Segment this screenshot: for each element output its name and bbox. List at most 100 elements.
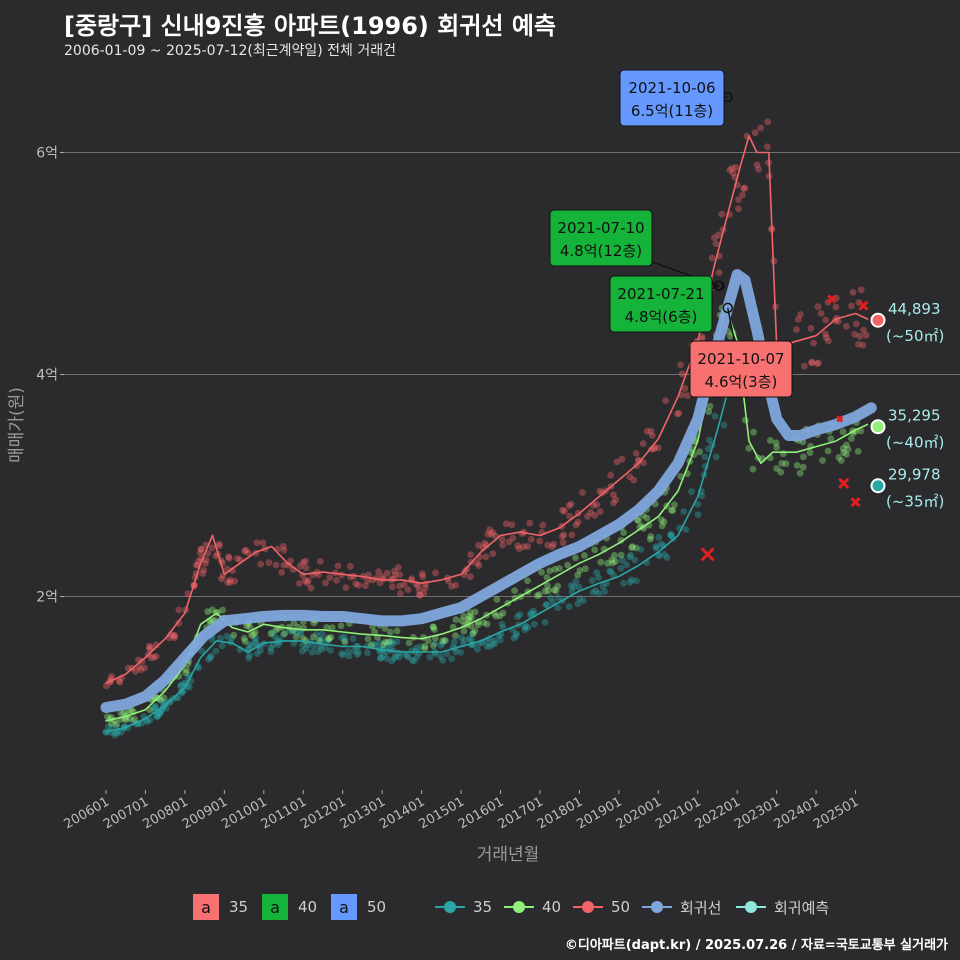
scatter-point-50 xyxy=(560,531,568,539)
scatter-point-35 xyxy=(323,638,331,645)
scatter-point-40 xyxy=(290,619,298,627)
scatter-point-40 xyxy=(620,529,627,536)
scatter-point-35 xyxy=(257,646,264,654)
scatter-point-40 xyxy=(128,706,136,714)
scatter-point-50 xyxy=(559,506,566,514)
scatter-point-40 xyxy=(628,544,636,551)
scatter-point-50 xyxy=(814,359,822,367)
scatter-point-35 xyxy=(267,648,275,656)
scatter-point-50 xyxy=(175,606,183,614)
scatter-point-40 xyxy=(839,428,847,436)
scatter-point-50 xyxy=(415,591,423,599)
scatter-point-35 xyxy=(450,638,458,646)
scatter-point-50 xyxy=(715,231,723,239)
scatter-point-35 xyxy=(588,577,596,584)
scatter-point-40 xyxy=(640,524,647,532)
scatter-point-50 xyxy=(808,358,815,366)
scatter-point-40 xyxy=(315,636,323,644)
scatter-point-35 xyxy=(279,631,287,639)
scatter-point-40 xyxy=(325,635,333,643)
scatter-point-40 xyxy=(843,450,850,458)
scatter-point-40 xyxy=(779,450,787,458)
scatter-point-35 xyxy=(513,630,521,638)
scatter-point-50 xyxy=(333,577,340,584)
scatter-point-50 xyxy=(201,560,209,567)
scatter-point-50 xyxy=(253,539,261,547)
scatter-point-40 xyxy=(182,669,190,676)
scatter-point-50 xyxy=(218,575,225,583)
forecast-point-35 xyxy=(870,478,886,494)
forecast-value-35: 29,978 xyxy=(888,466,941,484)
scatter-point-35 xyxy=(461,636,469,644)
scatter-point-35 xyxy=(340,633,348,641)
scatter-point-40 xyxy=(251,628,259,636)
scatter-point-50 xyxy=(526,519,534,527)
y-tick-label: 6억 xyxy=(36,146,58,162)
scatter-point-35 xyxy=(542,601,550,609)
chart-title: [중랑구] 신내9진흥 아파트(1996) 회귀선 예측 xyxy=(64,12,556,40)
scatter-point-35 xyxy=(486,643,494,650)
legend-box-35: a 35 xyxy=(193,894,248,920)
scatter-point-40 xyxy=(323,624,330,631)
scatter-point-50 xyxy=(852,320,860,328)
scatter-point-50 xyxy=(655,444,662,452)
scatter-point-35 xyxy=(626,578,634,586)
scatter-point-40 xyxy=(248,631,256,639)
scatter-point-35 xyxy=(389,640,397,648)
scatter-point-35 xyxy=(574,600,582,607)
scatter-point-50 xyxy=(726,166,734,174)
scatter-point-35 xyxy=(473,646,481,653)
callout-price-4: 4.6억(3층) xyxy=(705,373,778,391)
scatter-point-40 xyxy=(608,556,616,564)
scatter-point-40 xyxy=(564,561,571,569)
scatter-point-50 xyxy=(558,533,566,540)
scatter-point-35 xyxy=(271,632,278,640)
scatter-point-35 xyxy=(514,613,521,621)
scatter-point-50 xyxy=(825,337,832,345)
scatter-point-50 xyxy=(677,361,684,369)
scatter-point-40 xyxy=(668,506,675,514)
scatter-point-50 xyxy=(848,302,855,310)
scatter-point-40 xyxy=(611,551,618,559)
scatter-point-50 xyxy=(527,535,535,543)
scatter-point-50 xyxy=(715,269,723,276)
scatter-point-50 xyxy=(536,537,543,545)
scatter-point-35 xyxy=(572,578,580,585)
scatter-point-50 xyxy=(215,542,223,550)
scatter-point-40 xyxy=(382,638,389,646)
scatter-point-50 xyxy=(635,457,643,464)
scatter-point-50 xyxy=(225,553,233,561)
scatter-point-50 xyxy=(242,546,250,554)
scatter-point-50 xyxy=(572,521,580,529)
scatter-point-50 xyxy=(280,561,288,569)
scatter-point-50 xyxy=(383,569,391,577)
callout-price-1: 6.5억(11층) xyxy=(631,102,713,120)
scatter-point-50 xyxy=(301,577,309,585)
scatter-point-50 xyxy=(326,574,334,581)
scatter-point-40 xyxy=(543,574,551,581)
scatter-point-50 xyxy=(302,557,309,565)
scatter-point-40 xyxy=(617,551,625,559)
scatter-point-40 xyxy=(324,634,332,642)
scatter-point-40 xyxy=(551,565,559,573)
scatter-point-40 xyxy=(541,587,549,595)
scatter-point-35 xyxy=(606,567,614,575)
scatter-point-35 xyxy=(439,640,446,647)
scatter-point-35 xyxy=(510,634,518,642)
scatter-point-50 xyxy=(548,543,556,551)
scatter-point-50 xyxy=(400,581,408,588)
scatter-point-35 xyxy=(153,713,161,721)
scatter-point-50 xyxy=(146,644,154,651)
scatter-point-40 xyxy=(452,616,460,623)
callout-box-2 xyxy=(549,209,653,267)
scatter-point-35 xyxy=(617,564,625,572)
scatter-point-50 xyxy=(735,205,742,213)
scatter-point-35 xyxy=(601,588,608,596)
scatter-point-40 xyxy=(799,463,807,471)
scatter-point-35 xyxy=(610,571,618,579)
scatter-point-50 xyxy=(147,654,155,662)
scatter-point-35 xyxy=(619,556,626,564)
scatter-point-35 xyxy=(543,601,551,608)
scatter-point-35 xyxy=(314,648,322,656)
